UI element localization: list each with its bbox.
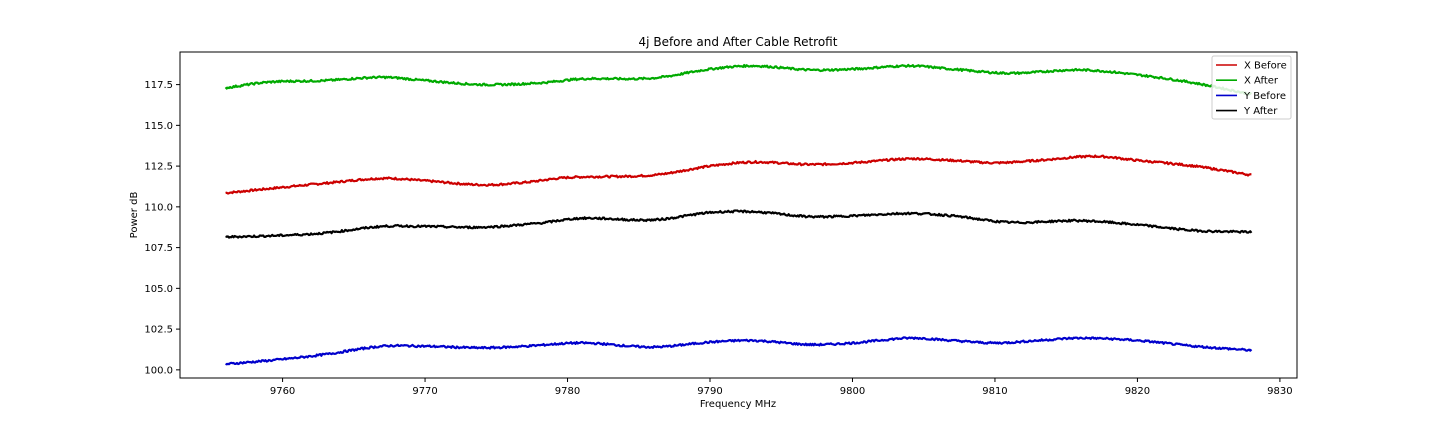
series-x-after: [224, 63, 1253, 96]
x-tick-label: 9760: [270, 386, 295, 397]
x-axis: 9760 9770 9780 9790 9800 9810 9820 9830: [270, 378, 1293, 397]
plot-lines: [224, 63, 1253, 366]
x-tick-label: 9820: [1125, 386, 1150, 397]
y-tick-label: 102.5: [144, 325, 173, 336]
y-axis: 100.0 102.5 105.0 107.5 110.0 112.5 115.0 117.5: [144, 80, 180, 376]
series-y-after: [225, 209, 1253, 239]
legend-label: X After: [1244, 76, 1279, 87]
legend-box: [1211, 55, 1292, 120]
series-x-before: [225, 154, 1252, 195]
x-tick-label: 9780: [555, 386, 580, 397]
legend-item: X After: [1216, 76, 1279, 87]
legend-label: Y After: [1243, 106, 1278, 117]
legend-item: Y Before: [1216, 91, 1286, 102]
legend-label: Y Before: [1243, 91, 1286, 102]
y-tick-label: 107.5: [144, 243, 173, 254]
series-line: [225, 154, 1252, 195]
series-line: [225, 209, 1253, 239]
series-line: [225, 336, 1253, 366]
x-tick-label: 9790: [697, 386, 722, 397]
y-axis-label: Power dB: [129, 192, 140, 239]
legend: X Before X After Y Before Y After: [1211, 55, 1292, 120]
y-tick-label: 100.0: [144, 365, 173, 376]
series-line: [224, 63, 1253, 96]
series-y-before: [225, 336, 1253, 366]
x-tick-label: 9810: [982, 386, 1007, 397]
x-axis-label: Frequency MHz: [700, 399, 776, 410]
legend-label: X Before: [1244, 61, 1287, 72]
y-tick-label: 115.0: [144, 121, 173, 132]
y-tick-label: 117.5: [144, 80, 173, 91]
y-tick-label: 105.0: [144, 284, 173, 295]
x-tick-label: 9770: [412, 386, 437, 397]
chart-title: 4j Before and After Cable Retrofit: [639, 35, 838, 49]
legend-item: Y After: [1216, 106, 1278, 117]
plot-frame: [179, 51, 1298, 379]
y-tick-label: 112.5: [144, 162, 173, 173]
y-tick-label: 110.0: [144, 202, 173, 213]
legend-item: X Before: [1216, 61, 1287, 72]
x-tick-label: 9830: [1267, 386, 1292, 397]
x-tick-label: 9800: [840, 386, 865, 397]
